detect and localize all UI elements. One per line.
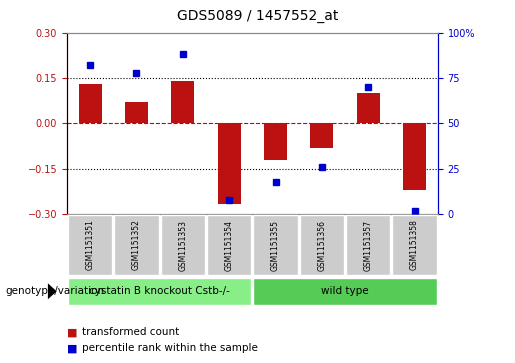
Text: percentile rank within the sample: percentile rank within the sample [82, 343, 259, 354]
Bar [125, 102, 148, 123]
Bar [264, 123, 287, 160]
Bar [217, 123, 241, 204]
Bar [171, 81, 195, 123]
Text: genotype/variation: genotype/variation [5, 286, 104, 296]
Text: wild type: wild type [321, 286, 369, 296]
Text: ■: ■ [67, 343, 77, 354]
Text: ■: ■ [67, 327, 77, 337]
Text: GDS5089 / 1457552_at: GDS5089 / 1457552_at [177, 9, 338, 23]
Text: GSM1151355: GSM1151355 [271, 220, 280, 270]
Text: GSM1151352: GSM1151352 [132, 220, 141, 270]
Bar [356, 93, 380, 123]
Text: GSM1151356: GSM1151356 [317, 220, 327, 270]
Text: GSM1151354: GSM1151354 [225, 220, 234, 270]
Text: GSM1151358: GSM1151358 [410, 220, 419, 270]
Text: GSM1151351: GSM1151351 [85, 220, 95, 270]
Text: cystatin B knockout Cstb-/-: cystatin B knockout Cstb-/- [89, 286, 230, 296]
Bar [310, 123, 334, 148]
Text: GSM1151353: GSM1151353 [178, 220, 187, 270]
Text: transformed count: transformed count [82, 327, 180, 337]
Text: GSM1151357: GSM1151357 [364, 220, 373, 270]
Bar [78, 84, 101, 123]
Bar [403, 123, 426, 190]
